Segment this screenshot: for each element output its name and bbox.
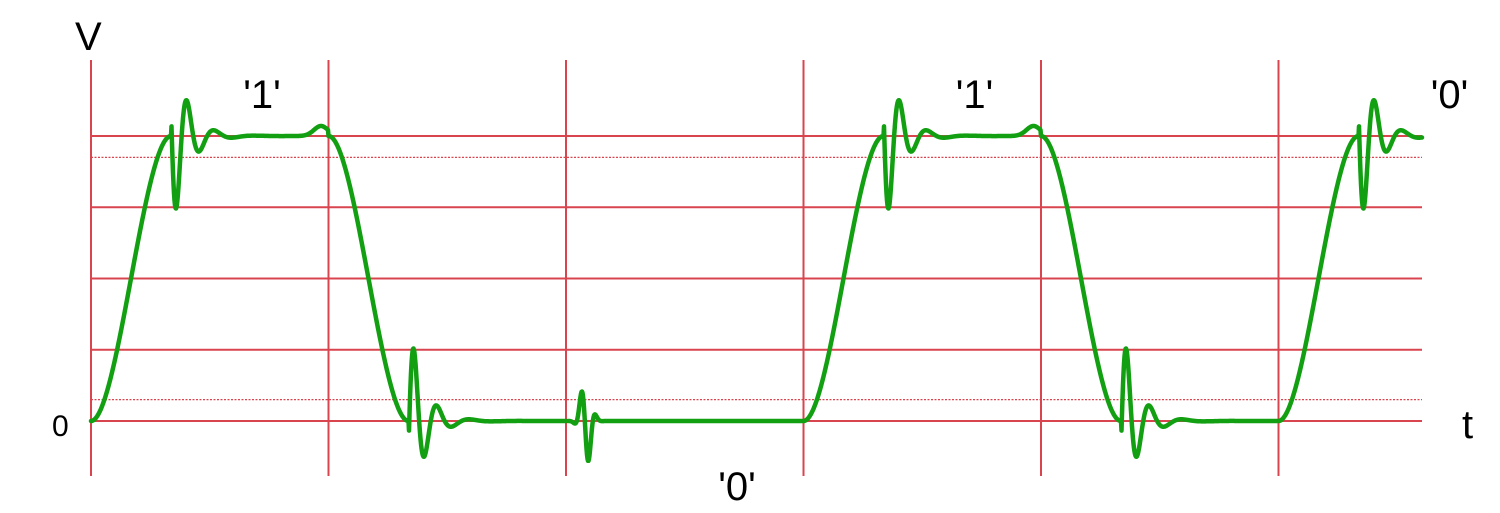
signal-trace xyxy=(88,97,1425,464)
bit-label-one: '1' xyxy=(243,73,281,117)
bit-label-one: '1' xyxy=(956,73,994,117)
bit-label-one: '0' xyxy=(1431,73,1469,117)
origin-label: 0 xyxy=(52,410,69,443)
y-axis-label: V xyxy=(75,15,102,59)
bit-label-zero: '0' xyxy=(718,465,756,509)
bit-labels: '1' '0' '1' '0' xyxy=(243,73,1468,509)
x-axis-label: t xyxy=(1462,403,1473,447)
grid xyxy=(90,60,1422,476)
